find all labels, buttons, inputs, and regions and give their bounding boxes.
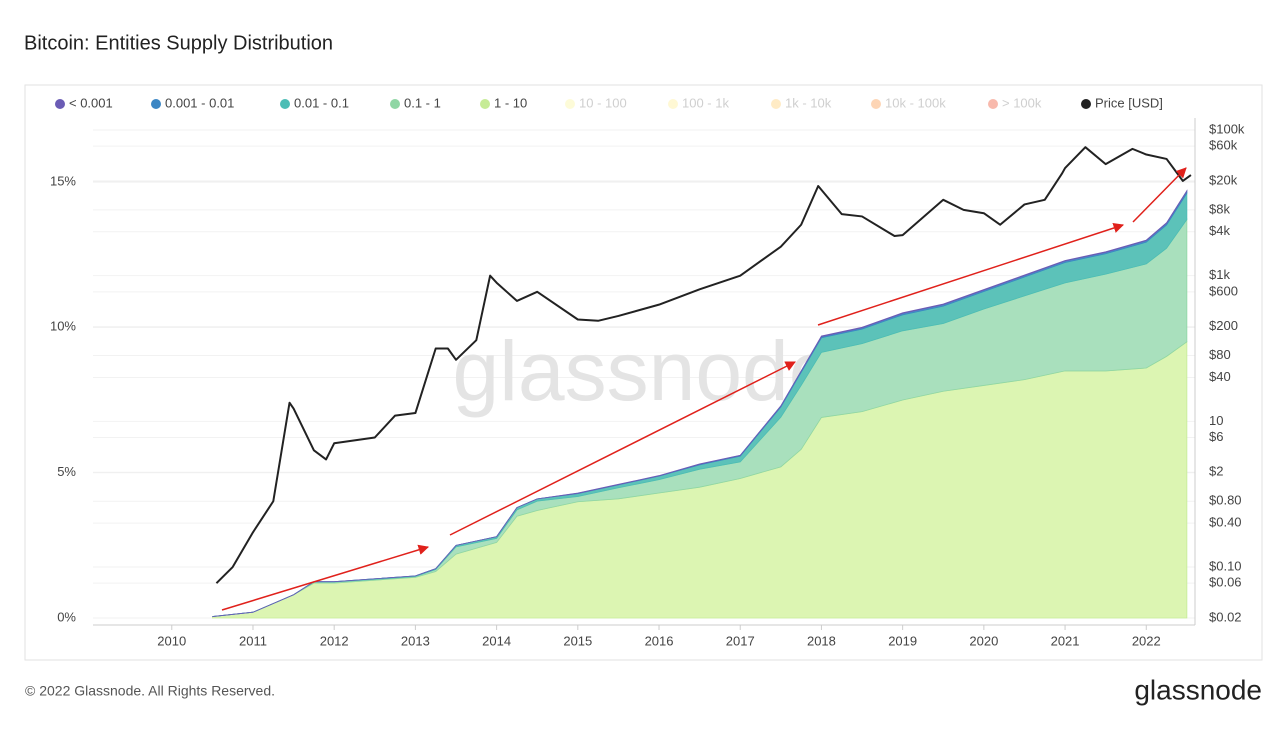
annotation-arrows	[221, 167, 1187, 611]
y2-tick-label: $40	[1209, 369, 1231, 384]
legend-label: 1 - 10	[494, 95, 527, 110]
legend-swatch	[151, 99, 161, 109]
y2-tick-label: $600	[1209, 283, 1238, 298]
arrow	[1132, 167, 1187, 223]
legend-label: > 100k	[1002, 95, 1042, 110]
legend-swatch	[55, 99, 65, 109]
legend-swatch	[565, 99, 575, 109]
y2-tick-label: $20k	[1209, 172, 1238, 187]
x-tick-label: 2020	[969, 633, 998, 648]
y2-tick-label: $1k	[1209, 267, 1230, 282]
x-tick-label: 2022	[1132, 633, 1161, 648]
x-tick-label: 2010	[157, 633, 186, 648]
y-tick-label: 0%	[57, 609, 76, 624]
legend-label: 10 - 100	[579, 95, 627, 110]
y2-tick-label: $6	[1209, 429, 1223, 444]
y2-tick-label: $80	[1209, 347, 1231, 362]
x-tick-label: 2014	[482, 633, 511, 648]
legend-label: 0.001 - 0.01	[165, 95, 234, 110]
y2-tick-label: $200	[1209, 318, 1238, 333]
x-tick-label: 2017	[726, 633, 755, 648]
y2-tick-label: $8k	[1209, 201, 1230, 216]
x-tick-label: 2015	[563, 633, 592, 648]
legend-label: 10k - 100k	[885, 95, 946, 110]
legend-label: < 0.001	[69, 95, 113, 110]
legend-swatch	[771, 99, 781, 109]
y2-tick-label: $0.02	[1209, 609, 1242, 624]
areas	[211, 189, 1188, 619]
y2-tick-label: $0.40	[1209, 515, 1242, 530]
arrow	[221, 544, 430, 611]
footer: © 2022 Glassnode. All Rights Reserved.	[25, 683, 275, 699]
y2-tick-label: $4k	[1209, 223, 1230, 238]
y2-tick-label: $100k	[1209, 121, 1245, 136]
legend-swatch	[871, 99, 881, 109]
y-tick-label: 5%	[57, 464, 76, 479]
lines	[215, 146, 1192, 584]
y-tick-label: 15%	[50, 173, 76, 188]
arrow	[449, 361, 796, 536]
area	[212, 189, 1188, 617]
legend-label: 0.1 - 1	[404, 95, 441, 110]
arrow	[817, 222, 1124, 326]
legend-label: 100 - 1k	[682, 95, 729, 110]
x-tick-label: 2011	[239, 633, 267, 648]
y2-tick-label: $60k	[1209, 138, 1238, 153]
watermark: glassnode	[453, 324, 836, 418]
x-tick-label: 2018	[807, 633, 836, 648]
y2-tick-label: $0.06	[1209, 575, 1242, 590]
legend-swatch	[390, 99, 400, 109]
x-tick-label: 2012	[320, 633, 349, 648]
legend-label: 1k - 10k	[785, 95, 832, 110]
legend-swatch	[280, 99, 290, 109]
y2-tick-label: 10	[1209, 413, 1223, 428]
legend-label: 0.01 - 0.1	[294, 95, 349, 110]
legend-label: Price [USD]	[1095, 95, 1163, 110]
price-line	[215, 146, 1192, 584]
legend-swatch	[1081, 99, 1091, 109]
chart-frame	[24, 84, 1263, 661]
y-tick-label: 10%	[50, 319, 76, 334]
y2-tick-label: $2	[1209, 464, 1223, 479]
x-tick-label: 2013	[401, 633, 430, 648]
y2-tick-label: $0.10	[1209, 558, 1242, 573]
chart-title: Bitcoin: Entities Supply Distribution	[24, 32, 333, 54]
legend-swatch	[988, 99, 998, 109]
logo: glassnode	[1134, 674, 1262, 705]
legend-swatch	[668, 99, 678, 109]
y2-tick-label: $0.80	[1209, 493, 1242, 508]
legend-swatch	[480, 99, 490, 109]
x-tick-label: 2021	[1051, 633, 1080, 648]
x-tick-label: 2019	[888, 633, 917, 648]
x-tick-label: 2016	[645, 633, 674, 648]
